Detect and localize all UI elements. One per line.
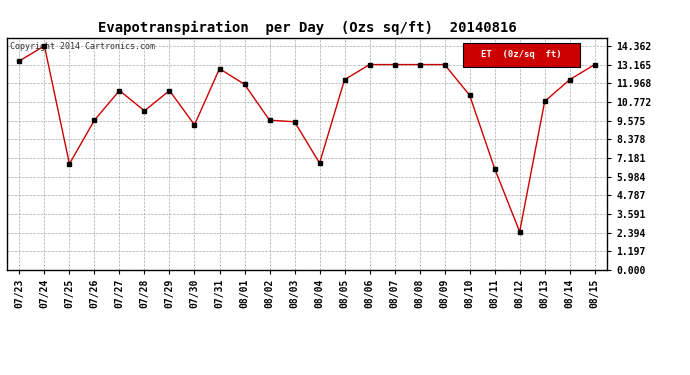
Title: Evapotranspiration  per Day  (Ozs sq/ft)  20140816: Evapotranspiration per Day (Ozs sq/ft) 2… bbox=[98, 21, 516, 35]
Text: ET  (0z/sq  ft): ET (0z/sq ft) bbox=[482, 51, 562, 59]
FancyBboxPatch shape bbox=[463, 44, 580, 67]
Text: Copyright 2014 Cartronics.com: Copyright 2014 Cartronics.com bbox=[10, 42, 155, 51]
